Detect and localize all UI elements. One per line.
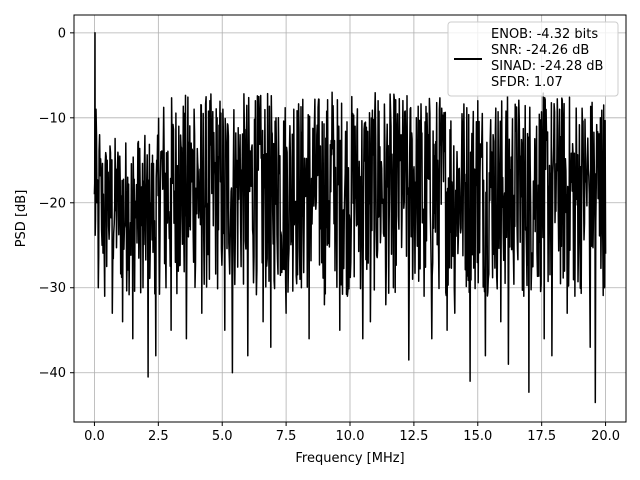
series-group xyxy=(93,32,607,404)
y-axis-label: PSD [dB] xyxy=(14,190,29,248)
x-tick-label: 0.0 xyxy=(84,429,105,444)
x-tick-label: 15.0 xyxy=(463,429,492,444)
legend-sfdr: SFDR: 1.07 xyxy=(491,75,563,90)
x-tick-label: 10.0 xyxy=(336,429,365,444)
y-tick-label: 0 xyxy=(58,26,66,41)
legend-sinad: SINAD: -24.28 dB xyxy=(491,59,603,74)
x-tick-label: 20.0 xyxy=(591,429,620,444)
legend: ENOB: -4.32 bits SNR: -24.26 dB SINAD: -… xyxy=(447,21,619,97)
y-tick-label: −30 xyxy=(39,281,66,296)
legend-box xyxy=(447,21,619,97)
x-tick-label: 17.5 xyxy=(527,429,556,444)
psd-series-line xyxy=(93,32,607,404)
x-axis-ticks: 0.0 2.5 5.0 7.5 10.0 12.5 15.0 17.5 20.0 xyxy=(84,422,620,444)
y-tick-label: −20 xyxy=(39,196,66,211)
legend-enob: ENOB: -4.32 bits xyxy=(491,27,598,42)
y-axis-ticks: 0 −10 −20 −30 −40 xyxy=(39,26,74,381)
y-tick-label: −10 xyxy=(39,111,66,126)
x-tick-label: 5.0 xyxy=(212,429,233,444)
x-tick-label: 12.5 xyxy=(399,429,428,444)
x-axis-label: Frequency [MHz] xyxy=(295,451,404,466)
x-tick-label: 2.5 xyxy=(148,429,169,444)
y-tick-label: −40 xyxy=(39,366,66,381)
x-tick-label: 7.5 xyxy=(276,429,297,444)
legend-snr: SNR: -24.26 dB xyxy=(491,43,589,58)
